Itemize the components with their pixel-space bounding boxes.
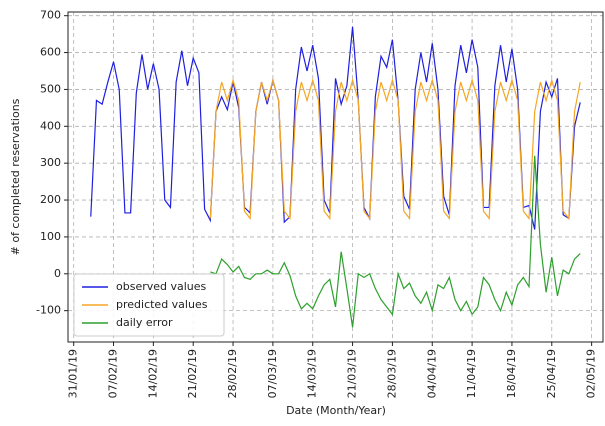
x-tick-label: 02/05/19 <box>585 349 598 398</box>
legend-label: predicted values <box>116 298 208 311</box>
x-tick-label: 07/02/19 <box>107 349 120 398</box>
x-tick-label: 25/04/19 <box>545 349 558 398</box>
y-tick-label: 600 <box>40 46 61 59</box>
legend-label: observed values <box>116 280 207 293</box>
y-tick-label: 500 <box>40 82 61 95</box>
x-tick-label: 14/02/19 <box>146 349 159 398</box>
x-axis-label: Date (Month/Year) <box>286 404 386 417</box>
y-tick-label: 0 <box>54 267 61 280</box>
y-tick-label: 100 <box>40 230 61 243</box>
y-tick-label: -100 <box>36 304 61 317</box>
x-tick-label: 21/02/19 <box>186 349 199 398</box>
x-tick-label: 11/04/19 <box>465 349 478 398</box>
y-tick-label: 300 <box>40 156 61 169</box>
series-line <box>209 77 581 221</box>
x-tick-label: 14/03/19 <box>306 349 319 398</box>
legend-box <box>73 273 225 337</box>
legend-label: daily error <box>116 316 173 329</box>
y-tick-label: 200 <box>40 193 61 206</box>
y-tick-label: 700 <box>40 9 61 22</box>
x-tick-label: 18/04/19 <box>505 349 518 398</box>
x-tick-label: 21/03/19 <box>346 349 359 398</box>
y-tick-label: 400 <box>40 119 61 132</box>
series-line <box>90 26 581 230</box>
x-tick-label: 28/03/19 <box>385 349 398 398</box>
x-tick-label: 31/01/19 <box>67 349 80 398</box>
x-tick-label: 28/02/19 <box>226 349 239 398</box>
plot-frame <box>67 11 604 343</box>
series-line <box>210 155 581 328</box>
y-axis-label: # of completed reservations <box>9 98 22 255</box>
x-tick-label: 04/04/19 <box>425 349 438 398</box>
x-tick-label: 07/03/19 <box>266 349 279 398</box>
legend: observed values predicted values daily err… <box>73 273 225 337</box>
